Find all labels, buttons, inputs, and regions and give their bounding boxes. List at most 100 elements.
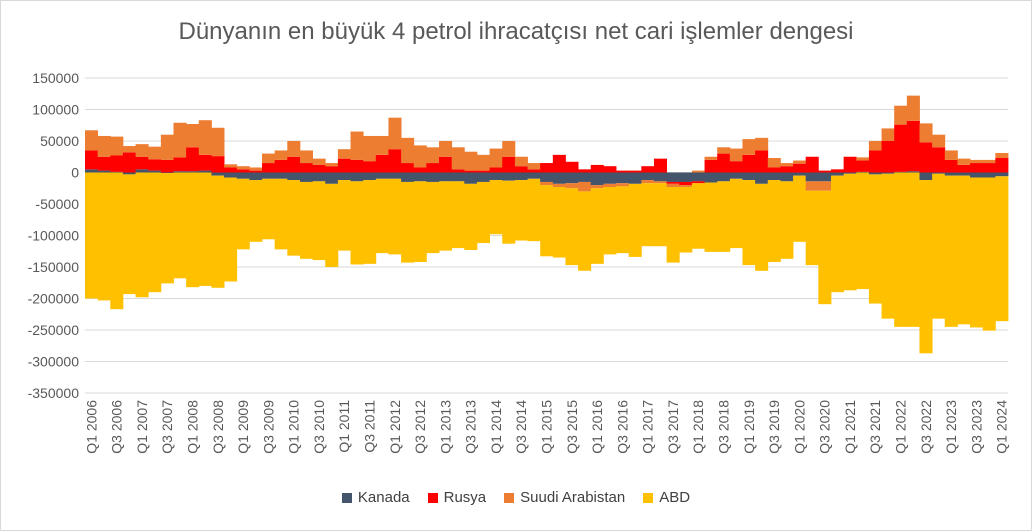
bar-segment — [426, 147, 440, 164]
bar-segment — [830, 175, 845, 293]
x-tick-label: Q1 2023 — [943, 400, 959, 454]
x-tick-label: Q3 2011 — [361, 400, 377, 453]
bar-segment — [375, 154, 389, 173]
bar-segment — [122, 152, 136, 173]
bar-segment — [363, 161, 377, 173]
bar-segment — [173, 171, 187, 173]
bar-segment — [198, 170, 212, 173]
bar-segment — [325, 172, 339, 184]
bar-segment — [401, 172, 415, 182]
bar-segment — [616, 183, 630, 187]
bar-segment — [224, 167, 238, 173]
bar-segment — [906, 95, 920, 121]
x-tick-label: Q1 2016 — [589, 400, 605, 454]
bar-segment — [85, 150, 99, 170]
bar-segment — [464, 172, 478, 184]
bar-segment — [793, 160, 807, 164]
bar-segment — [666, 172, 680, 182]
bar-segment — [122, 174, 136, 295]
x-tick-label: Q1 2021 — [842, 400, 858, 454]
bar-segment — [476, 170, 491, 173]
bar-segment — [868, 174, 882, 304]
bar-segment — [85, 169, 99, 173]
bar-segment — [287, 180, 301, 256]
bar-segment — [527, 169, 541, 173]
bar-segment — [565, 172, 579, 184]
bar-segment — [679, 181, 693, 186]
bar-segment — [578, 191, 592, 271]
legend-item: Suudi Arabistan — [504, 489, 625, 506]
x-tick-label: Q1 2008 — [184, 400, 200, 454]
bar-segment — [679, 172, 693, 182]
bar-segment — [628, 170, 642, 173]
bar-segment — [439, 172, 453, 182]
x-tick-label: Q3 2012 — [412, 400, 428, 454]
x-tick-label: Q1 2009 — [235, 400, 251, 454]
bar-segment — [830, 169, 845, 173]
bar-segment — [122, 172, 136, 175]
bar-segment — [704, 159, 718, 173]
x-tick-label: Q1 2019 — [741, 400, 757, 454]
bar-segment — [173, 172, 187, 279]
bar-segment — [868, 172, 882, 175]
bar-segment — [249, 170, 263, 173]
bar-segment — [464, 170, 478, 173]
bar-segment — [527, 172, 541, 179]
x-tick-label: Q1 2024 — [994, 400, 1010, 454]
x-tick-label: Q1 2022 — [893, 400, 909, 454]
bar-segment — [211, 175, 225, 288]
bar-segment — [590, 172, 604, 186]
bar-segment — [476, 172, 491, 182]
legend-swatch — [427, 492, 438, 503]
bar-segment — [337, 149, 351, 159]
bar-segment — [641, 166, 655, 173]
bar-segment — [641, 180, 655, 184]
bar-segment — [325, 163, 339, 167]
bar-segment — [451, 172, 465, 182]
bar-segment — [249, 172, 263, 181]
bar-segment — [514, 172, 528, 181]
bar-segment — [502, 180, 516, 244]
legend-item: Rusya — [427, 489, 486, 506]
bar-segment — [85, 130, 99, 151]
x-tick-label: Q3 2022 — [918, 400, 934, 454]
bar-segment — [729, 172, 743, 179]
bar-segment — [502, 172, 516, 181]
bar-segment — [135, 172, 149, 298]
bar-segment — [198, 154, 212, 171]
bar-segment — [173, 122, 187, 158]
bar-segment — [489, 172, 503, 181]
chart-legend: Kanada Rusya Suudi Arabistan ABD — [0, 489, 1032, 507]
bar-segment — [793, 163, 807, 173]
x-tick-label: Q1 2013 — [437, 400, 453, 454]
y-tick-label: -350000 — [28, 385, 80, 401]
bar-segment — [818, 172, 832, 182]
bar-segment — [982, 172, 996, 178]
bar-segment — [211, 156, 225, 173]
bar-segment — [160, 172, 174, 174]
bar-segment — [856, 157, 870, 161]
bar-segment — [793, 172, 807, 176]
bar-segment — [679, 185, 693, 187]
x-tick-label: Q1 2007 — [134, 400, 150, 454]
bar-segment — [312, 158, 326, 165]
bar-segment — [868, 141, 882, 151]
bar-segment — [350, 181, 364, 265]
bar-segment — [552, 172, 566, 184]
bar-segment — [729, 178, 743, 249]
bar-segment — [262, 178, 276, 240]
bar-segment — [110, 155, 124, 172]
bar-segment — [110, 136, 124, 156]
bar-segment — [198, 172, 212, 286]
bar-segment — [249, 167, 263, 171]
bar-segment — [148, 146, 162, 160]
bar-segment — [552, 186, 566, 258]
bar-segment — [691, 172, 705, 182]
legend-item: ABD — [643, 489, 690, 506]
bar-segment — [641, 183, 655, 247]
bar-segment — [767, 172, 781, 181]
y-tick-label: -250000 — [28, 322, 80, 338]
x-tick-label: Q1 2010 — [286, 400, 302, 454]
bar-segment — [375, 135, 389, 155]
bar-segment — [110, 172, 124, 310]
